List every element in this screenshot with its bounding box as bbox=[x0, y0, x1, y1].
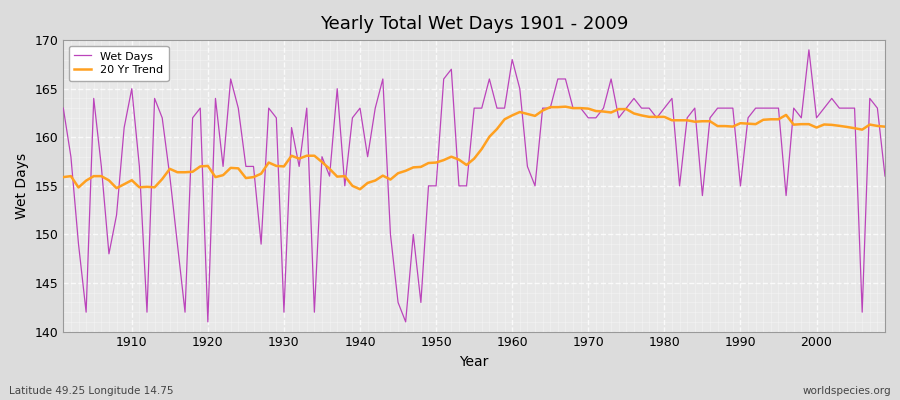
20 Yr Trend bbox=[560, 104, 571, 109]
Line: 20 Yr Trend: 20 Yr Trend bbox=[63, 107, 885, 189]
Title: Yearly Total Wet Days 1901 - 2009: Yearly Total Wet Days 1901 - 2009 bbox=[320, 15, 628, 33]
20 Yr Trend bbox=[515, 110, 526, 114]
Wet Days bbox=[515, 86, 526, 91]
Wet Days bbox=[202, 320, 213, 324]
Legend: Wet Days, 20 Yr Trend: Wet Days, 20 Yr Trend bbox=[68, 46, 168, 81]
Wet Days bbox=[507, 57, 517, 62]
Wet Days bbox=[58, 106, 68, 110]
Wet Days bbox=[879, 174, 890, 178]
Wet Days bbox=[293, 164, 304, 169]
Wet Days bbox=[606, 76, 616, 81]
20 Yr Trend bbox=[58, 175, 68, 180]
20 Yr Trend bbox=[507, 113, 517, 118]
Text: Latitude 49.25 Longitude 14.75: Latitude 49.25 Longitude 14.75 bbox=[9, 386, 174, 396]
20 Yr Trend bbox=[286, 153, 297, 158]
X-axis label: Year: Year bbox=[460, 355, 489, 369]
Text: worldspecies.org: worldspecies.org bbox=[803, 386, 891, 396]
20 Yr Trend bbox=[879, 124, 890, 129]
Line: Wet Days: Wet Days bbox=[63, 50, 885, 322]
20 Yr Trend bbox=[119, 182, 130, 187]
Wet Days bbox=[339, 184, 350, 188]
Wet Days bbox=[119, 125, 130, 130]
20 Yr Trend bbox=[332, 174, 343, 179]
Y-axis label: Wet Days: Wet Days bbox=[15, 153, 29, 219]
20 Yr Trend bbox=[355, 187, 365, 192]
20 Yr Trend bbox=[613, 107, 624, 112]
Wet Days bbox=[804, 48, 814, 52]
